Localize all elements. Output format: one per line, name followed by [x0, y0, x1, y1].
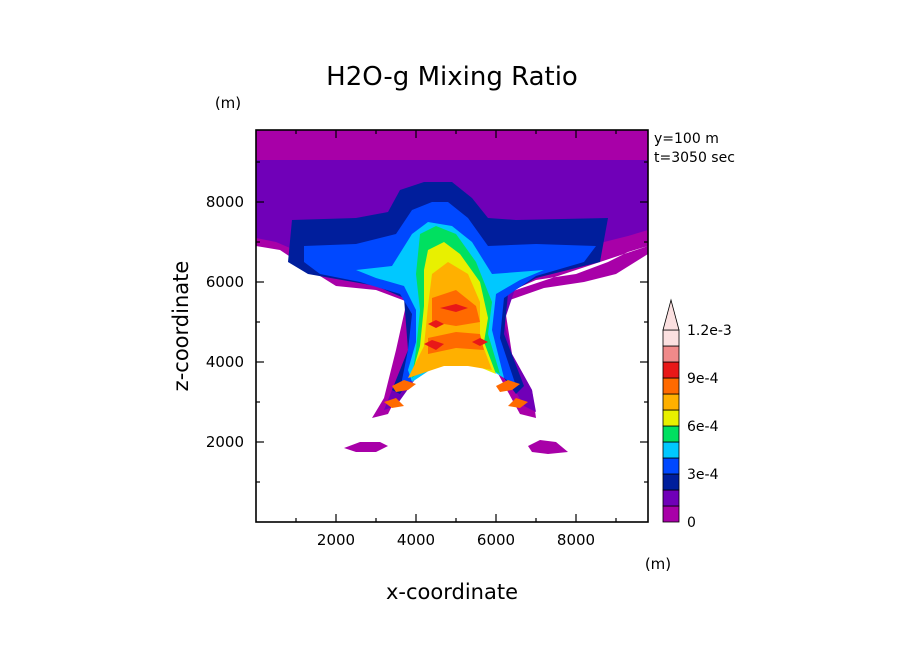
colorbar-swatch	[662, 393, 680, 411]
plot-frame	[255, 129, 649, 523]
contour-region-13	[496, 380, 520, 392]
axis-ticks: 2000 4000 6000 8000 2000 4000 6000 8000	[206, 130, 648, 549]
y-unit-label: (m)	[215, 94, 241, 112]
colorbar-label: 0	[687, 515, 696, 531]
colorbar-swatch	[662, 441, 680, 459]
colorbar-swatch	[662, 377, 680, 395]
colorbar-swatch	[662, 473, 680, 491]
contour-region-2	[528, 440, 568, 454]
x-tick-label: 2000	[317, 531, 355, 549]
contour-region-1	[344, 442, 388, 452]
y-tick-label: 8000	[206, 193, 244, 211]
colorbar-swatch	[662, 361, 680, 379]
y-tick-label: 4000	[206, 353, 244, 371]
colorbar-swatch	[662, 489, 680, 507]
colorbar-swatch	[662, 345, 680, 363]
chart-title: H2O-g Mixing Ratio	[326, 62, 578, 92]
x-unit-label: (m)	[645, 555, 671, 573]
colorbar-label: 3e-4	[687, 467, 719, 483]
colorbar-swatch	[662, 457, 680, 475]
colorbar: 0 3e-4 6e-4 9e-4 1.2e-3	[662, 298, 732, 531]
contour-region-17	[472, 338, 488, 346]
x-tick-label: 8000	[557, 531, 595, 549]
colorbar-swatch	[662, 329, 680, 347]
colorbar-swatch	[662, 425, 680, 443]
contour-region-18	[440, 304, 468, 312]
contour-region-15	[508, 398, 528, 408]
y-axis-label: z-coordinate	[169, 261, 193, 392]
contour-regions	[256, 130, 648, 454]
colorbar-swatch	[662, 409, 680, 427]
contour-region-14	[384, 398, 404, 408]
x-tick-label: 6000	[477, 531, 515, 549]
contour-region-16	[424, 340, 444, 350]
colorbar-label: 9e-4	[687, 371, 719, 387]
y-tick-label: 6000	[206, 273, 244, 291]
contour-region-12	[392, 380, 416, 392]
colorbar-label: 6e-4	[687, 419, 719, 435]
contour-region-19	[428, 320, 444, 328]
plot-area: 2000 4000 6000 8000 2000 4000 6000 8000	[206, 129, 649, 549]
x-tick-label: 4000	[397, 531, 435, 549]
annotation-y: y=100 m	[654, 131, 719, 147]
colorbar-label: 1.2e-3	[687, 323, 732, 339]
contour-region-11	[428, 332, 484, 354]
y-tick-label: 2000	[206, 433, 244, 451]
annotation-t: t=3050 sec	[654, 150, 735, 166]
x-axis-label: x-coordinate	[386, 580, 518, 604]
colorbar-swatch	[662, 505, 680, 523]
colorbar-arrow	[662, 298, 680, 331]
